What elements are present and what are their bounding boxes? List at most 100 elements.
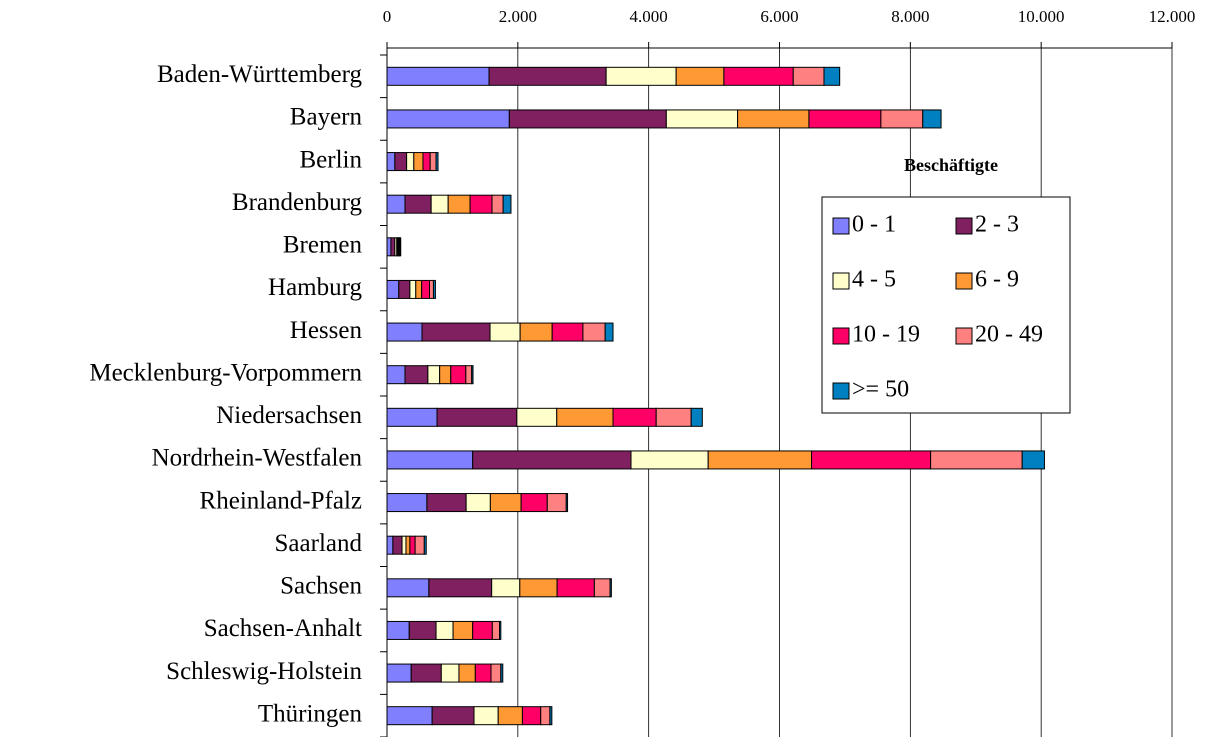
bar-segment <box>474 663 492 683</box>
bar-segment <box>488 66 607 86</box>
legend-box <box>821 196 1071 414</box>
bar-segment <box>386 109 510 129</box>
bar-segment <box>491 578 521 598</box>
category-label: Bayern <box>290 104 363 131</box>
bar-segment <box>409 279 417 299</box>
legend-swatch <box>832 272 850 290</box>
bar-segment <box>549 706 553 726</box>
category-label: Sachsen-Anhalt <box>204 615 362 642</box>
bar-segment <box>428 578 493 598</box>
bar-segment <box>811 450 932 470</box>
bar-segment <box>431 706 475 726</box>
bar-segment <box>426 493 467 513</box>
bar-segment <box>465 365 473 385</box>
bar-segment <box>427 365 441 385</box>
bar-segment <box>808 109 882 129</box>
legend-label: 0 - 1 <box>852 212 896 238</box>
bar-segment <box>398 279 411 299</box>
bar-segment <box>499 620 502 640</box>
bar-segment <box>609 578 612 598</box>
bar-segment <box>432 279 436 299</box>
x-tick-label: 12.000 <box>1149 7 1196 26</box>
bar-segment <box>414 535 425 555</box>
bar-segment <box>409 535 416 555</box>
bar-segment <box>491 194 504 214</box>
bar-segment <box>489 493 522 513</box>
bar-segment <box>707 450 813 470</box>
legend-title: Beschäftigte <box>904 155 998 175</box>
bar-segment <box>422 152 431 172</box>
bar-segment <box>665 109 739 129</box>
bar-segment <box>430 194 449 214</box>
bar-segment <box>823 66 841 86</box>
bar-segment <box>556 578 595 598</box>
category-label: Niedersachsen <box>216 402 362 429</box>
bar-segment <box>440 663 460 683</box>
bar-segment <box>415 279 423 299</box>
bar-segment <box>465 493 491 513</box>
bar-segment <box>386 152 396 172</box>
bar-segment <box>386 194 406 214</box>
category-label: Hessen <box>290 317 363 344</box>
legend-label: 2 - 3 <box>975 212 1019 238</box>
legend-label: 4 - 5 <box>852 267 896 293</box>
bar-segment <box>386 322 423 342</box>
bar-segment <box>447 194 471 214</box>
x-tick-label: 0 <box>383 7 392 26</box>
category-label: Rheinland-Pfalz <box>200 487 362 514</box>
bar-segment <box>386 407 438 427</box>
bar-segment <box>435 152 439 172</box>
bar-segment <box>655 407 692 427</box>
legend-swatch <box>955 217 973 235</box>
bar-segment <box>612 407 657 427</box>
category-label: Berlin <box>300 146 363 173</box>
bar-segment <box>675 66 725 86</box>
bar-segment <box>404 365 429 385</box>
bar-segment <box>521 706 542 726</box>
bar-segment <box>565 493 569 513</box>
legend-label: 10 - 19 <box>852 322 920 348</box>
bar-segment <box>386 663 412 683</box>
bar-segment <box>439 365 452 385</box>
bar-segment <box>386 279 400 299</box>
bar-segment <box>491 620 501 640</box>
bar-segment <box>386 535 394 555</box>
bar-segment <box>737 109 810 129</box>
bar-segment <box>386 493 428 513</box>
legend-label: >= 50 <box>852 377 909 403</box>
category-label: Sachsen <box>280 573 362 600</box>
x-tick-label: 10.000 <box>1018 7 1065 26</box>
bar-segment <box>386 237 392 257</box>
legend-swatch <box>832 327 850 345</box>
category-label: Bremen <box>283 232 363 259</box>
category-label: Mecklenburg-Vorpommern <box>89 359 362 386</box>
bar-segment <box>386 620 410 640</box>
bar-segment <box>404 194 432 214</box>
bar-segment <box>401 535 407 555</box>
bar-segment <box>472 620 493 640</box>
category-label: Nordrhein-Westfalen <box>152 445 363 472</box>
legend-swatch <box>955 327 973 345</box>
bar-segment <box>546 493 567 513</box>
legend-swatch <box>832 217 850 235</box>
bar-segment <box>386 66 490 86</box>
x-tick-label: 2.000 <box>499 7 537 26</box>
category-label: Hamburg <box>268 274 362 301</box>
bar-segment <box>690 407 703 427</box>
bar-segment <box>593 578 611 598</box>
bar-segment <box>630 450 709 470</box>
category-label: Saarland <box>275 530 363 557</box>
bar-segment <box>582 322 606 342</box>
category-label: Schleswig-Holstein <box>166 658 362 685</box>
x-tick-label: 6.000 <box>760 7 798 26</box>
bar-segment <box>922 109 942 129</box>
bar-segment <box>500 663 504 683</box>
bar-segment <box>792 66 825 86</box>
bar-segment <box>472 450 632 470</box>
bar-segment <box>386 450 474 470</box>
legend-swatch <box>955 272 973 290</box>
bar-segment <box>519 322 553 342</box>
bar-segment <box>386 706 433 726</box>
x-tick-label: 4.000 <box>630 7 668 26</box>
